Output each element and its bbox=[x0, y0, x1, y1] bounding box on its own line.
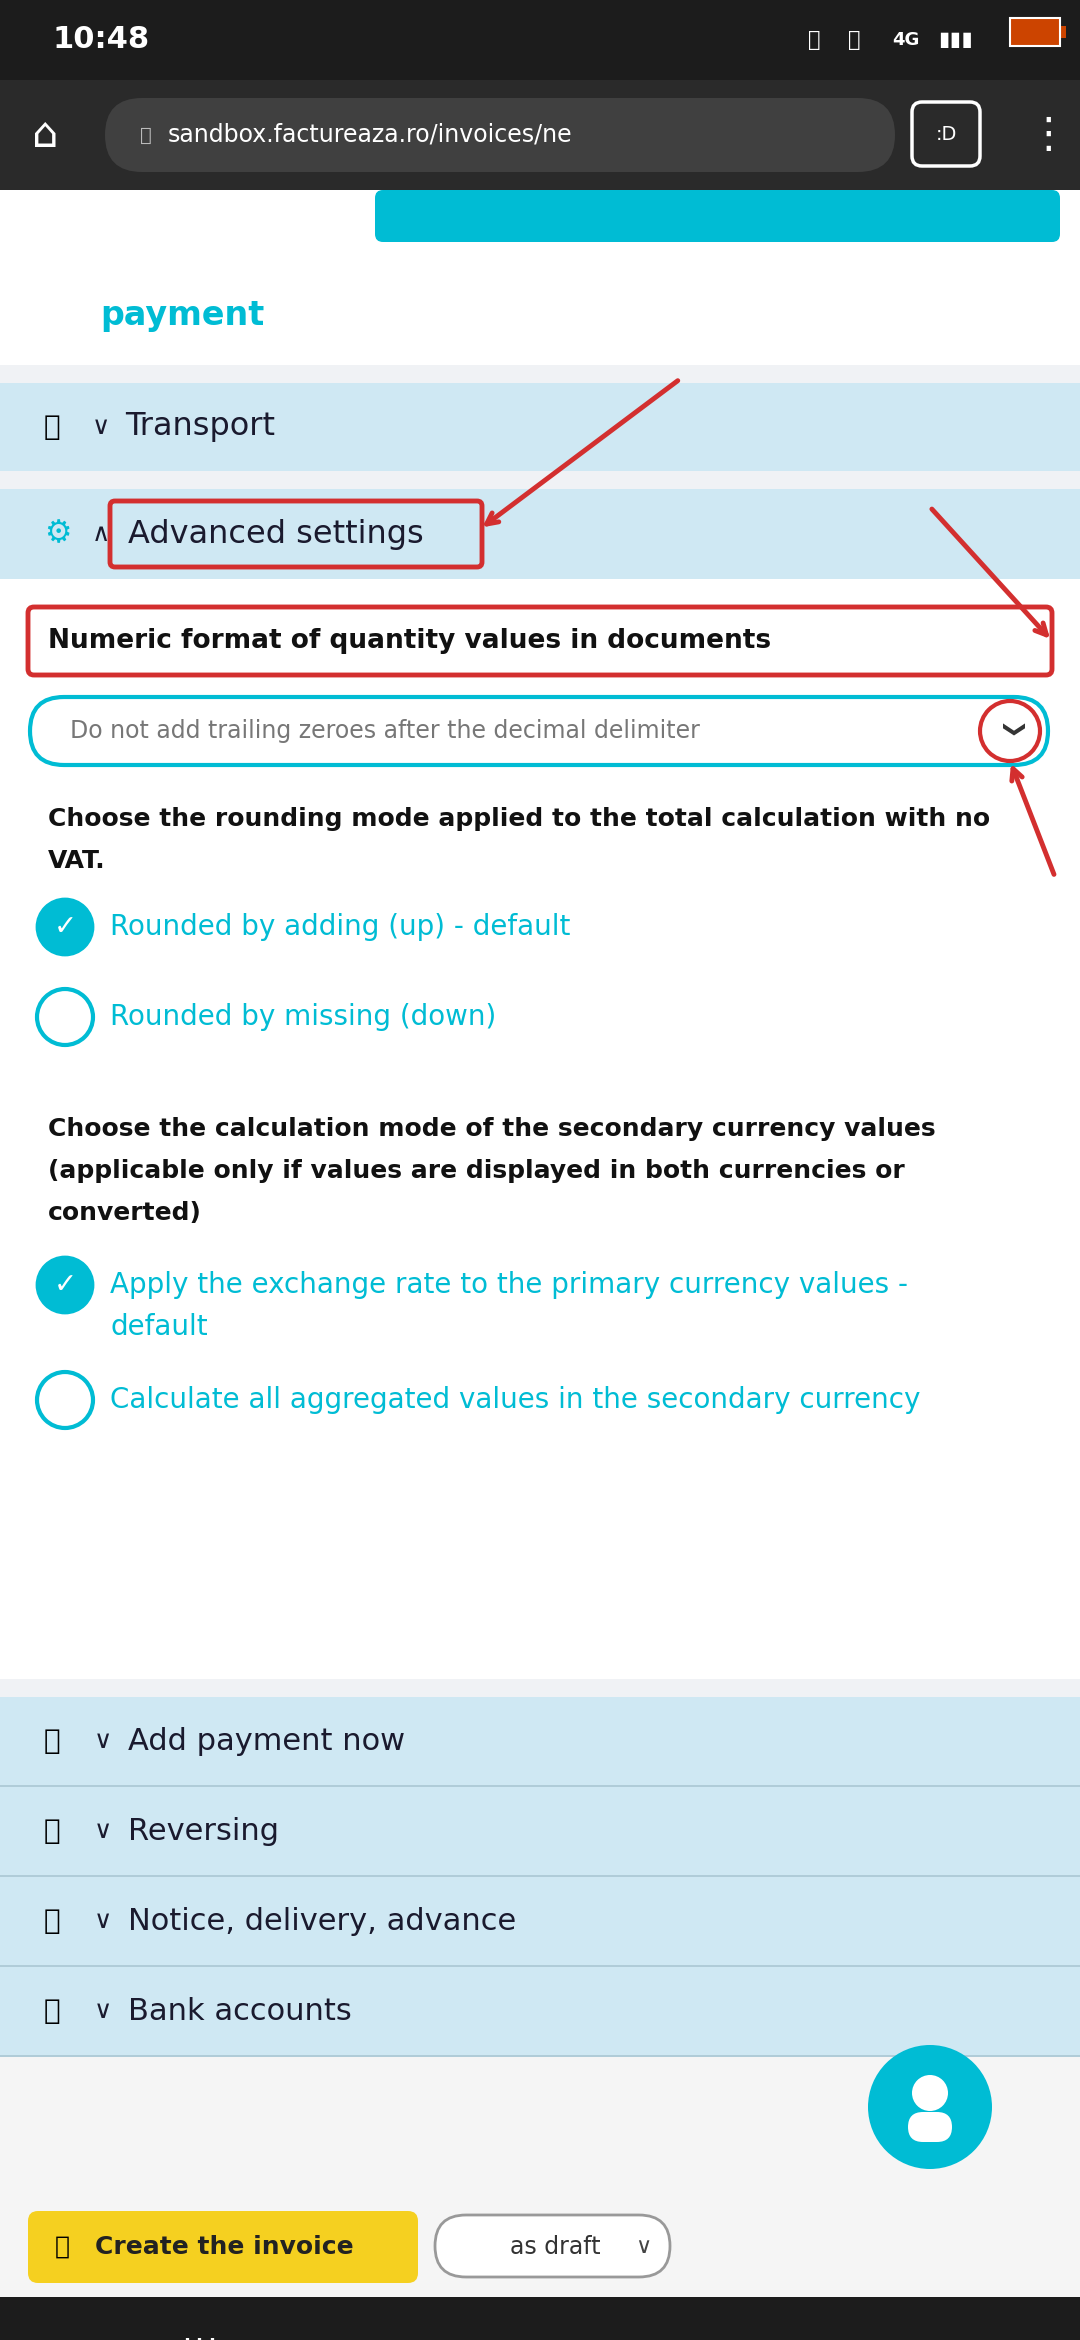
Text: 📋: 📋 bbox=[55, 2235, 70, 2258]
Text: ∨: ∨ bbox=[92, 414, 110, 440]
Text: Notice, delivery, advance: Notice, delivery, advance bbox=[129, 1907, 516, 1935]
Text: ⋮: ⋮ bbox=[1027, 115, 1069, 157]
Bar bbox=[1059, 26, 1066, 37]
Text: ∨: ∨ bbox=[94, 1729, 112, 1753]
Text: 🔒: 🔒 bbox=[140, 126, 152, 145]
Circle shape bbox=[37, 990, 93, 1046]
Text: ⏰: ⏰ bbox=[808, 30, 821, 49]
Bar bbox=[0, 2197, 1080, 2298]
Circle shape bbox=[37, 899, 93, 955]
Text: as draft: as draft bbox=[510, 2235, 600, 2258]
Text: 💳: 💳 bbox=[44, 1727, 60, 1755]
Bar bbox=[0, 190, 1080, 365]
Text: ∨: ∨ bbox=[94, 1818, 112, 1844]
Bar bbox=[0, 365, 1080, 384]
Text: ❯: ❯ bbox=[999, 721, 1021, 739]
Text: ∨: ∨ bbox=[94, 1909, 112, 1933]
FancyBboxPatch shape bbox=[105, 98, 895, 173]
Text: Create the invoice: Create the invoice bbox=[95, 2235, 353, 2258]
Text: 4G: 4G bbox=[892, 30, 919, 49]
Text: Do not add trailing zeroes after the decimal delimiter: Do not add trailing zeroes after the dec… bbox=[70, 718, 700, 744]
Text: Choose the rounding mode applied to the total calculation with no: Choose the rounding mode applied to the … bbox=[48, 807, 990, 831]
Text: VAT.: VAT. bbox=[48, 849, 106, 873]
Text: ∧: ∧ bbox=[92, 522, 110, 545]
Text: ▋▋▋: ▋▋▋ bbox=[940, 33, 975, 47]
Bar bbox=[0, 80, 1080, 190]
Text: 10:48: 10:48 bbox=[52, 26, 149, 54]
Text: Rounded by adding (up) - default: Rounded by adding (up) - default bbox=[110, 913, 570, 941]
Text: ⌂: ⌂ bbox=[31, 115, 58, 157]
Text: 🔄: 🔄 bbox=[44, 1816, 60, 1844]
Bar bbox=[0, 489, 1080, 578]
Bar bbox=[0, 1877, 1080, 1966]
Bar bbox=[0, 578, 1080, 1680]
Text: Advanced settings: Advanced settings bbox=[129, 519, 423, 550]
Text: ✓: ✓ bbox=[53, 1271, 77, 1299]
Text: <: < bbox=[802, 2335, 837, 2340]
FancyBboxPatch shape bbox=[375, 190, 1059, 241]
Text: ∨: ∨ bbox=[635, 2237, 651, 2258]
Bar bbox=[0, 1968, 1080, 2055]
Text: sandbox.factureaza.ro/invoices/ne: sandbox.factureaza.ro/invoices/ne bbox=[168, 124, 572, 147]
Text: Reversing: Reversing bbox=[129, 1816, 279, 1846]
Text: |||: ||| bbox=[180, 2338, 219, 2340]
Text: Add payment now: Add payment now bbox=[129, 1727, 405, 1755]
Text: ○: ○ bbox=[521, 2335, 559, 2340]
Text: Apply the exchange rate to the primary currency values -: Apply the exchange rate to the primary c… bbox=[110, 1271, 908, 1299]
Text: Transport: Transport bbox=[125, 412, 275, 442]
Text: 🔖: 🔖 bbox=[44, 1907, 60, 1935]
FancyBboxPatch shape bbox=[435, 2216, 670, 2277]
Text: Calculate all aggregated values in the secondary currency: Calculate all aggregated values in the s… bbox=[110, 1385, 920, 1413]
Bar bbox=[0, 2057, 1080, 2340]
Text: Rounded by missing (down): Rounded by missing (down) bbox=[110, 1004, 496, 1032]
Text: (applicable only if values are displayed in both currencies or: (applicable only if values are displayed… bbox=[48, 1158, 905, 1184]
Bar bbox=[1010, 19, 1059, 47]
FancyBboxPatch shape bbox=[28, 2211, 418, 2284]
Bar bbox=[0, 470, 1080, 489]
Bar bbox=[0, 2298, 1080, 2340]
Text: Bank accounts: Bank accounts bbox=[129, 1996, 352, 2026]
Text: Numeric format of quantity values in documents: Numeric format of quantity values in doc… bbox=[48, 627, 771, 653]
Text: payment: payment bbox=[100, 300, 265, 332]
Text: ∨: ∨ bbox=[94, 1998, 112, 2024]
Text: 🔕: 🔕 bbox=[848, 30, 861, 49]
Circle shape bbox=[37, 1371, 93, 1427]
Text: ✓: ✓ bbox=[53, 913, 77, 941]
Circle shape bbox=[912, 2076, 948, 2111]
Circle shape bbox=[868, 2045, 993, 2169]
FancyBboxPatch shape bbox=[30, 697, 1048, 765]
FancyBboxPatch shape bbox=[908, 2113, 951, 2141]
Bar bbox=[0, 1696, 1080, 1785]
Bar bbox=[0, 0, 1080, 80]
Bar bbox=[0, 1680, 1080, 1696]
Text: ⚙: ⚙ bbox=[44, 519, 71, 548]
Text: Choose the calculation mode of the secondary currency values: Choose the calculation mode of the secon… bbox=[48, 1116, 935, 1142]
Text: converted): converted) bbox=[48, 1200, 202, 1226]
Text: 🚐: 🚐 bbox=[44, 412, 60, 440]
Bar bbox=[0, 384, 1080, 470]
Bar bbox=[0, 1788, 1080, 1874]
Bar bbox=[1010, 19, 1059, 47]
Text: :D: :D bbox=[935, 126, 957, 145]
Circle shape bbox=[37, 1257, 93, 1313]
Text: 🏦: 🏦 bbox=[44, 1996, 60, 2024]
Text: default: default bbox=[110, 1313, 207, 1341]
